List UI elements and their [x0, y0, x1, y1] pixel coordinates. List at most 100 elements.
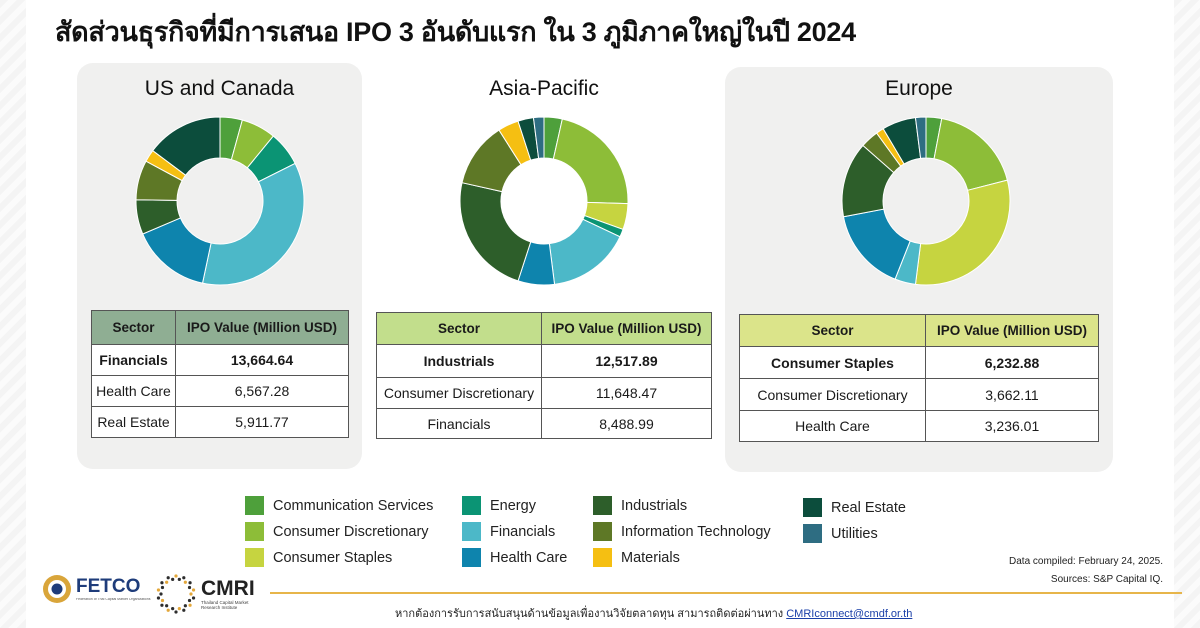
cmri-emblem-dot [189, 592, 193, 596]
donut-slice-industrials [459, 182, 532, 282]
legend-label: Energy [490, 497, 536, 514]
cmri-logo-text: CMRI [201, 577, 255, 600]
page-title: สัดส่วนธุรกิจที่มีการเสนอ IPO 3 อันดับแร… [55, 17, 856, 47]
legend-swatch [245, 522, 264, 541]
donut-slice-utilities [532, 116, 545, 159]
table-cell-value: 8,488.99 [541, 408, 712, 439]
donut-slice-consumer-staples [914, 179, 1011, 286]
legend-swatch [593, 548, 612, 567]
legend-label: Materials [621, 549, 680, 566]
cmri-emblem-dot [159, 592, 163, 596]
sources-note: Sources: S&P Capital IQ. [1050, 574, 1163, 585]
legend-swatch [245, 496, 264, 515]
table-cell-sector: Real Estate [91, 406, 176, 438]
table-cell-sector: Consumer Discretionary [739, 378, 926, 411]
table-row: Consumer Staples 6,232.88 [739, 346, 1099, 379]
table-cell-value: 6,232.88 [925, 346, 1099, 379]
sector-table-asia-pacific: Sector IPO Value (Million USD) Industrial… [376, 312, 712, 439]
cmri-emblem-dot [156, 588, 161, 592]
right-decorative-border [1174, 0, 1200, 628]
legend-swatch [593, 522, 612, 541]
chart-title-asia-pacific: Asia-Pacific [489, 77, 599, 100]
cmri-emblem-dot [160, 603, 164, 607]
cmri-emblem-dot [171, 577, 175, 581]
table-cell-value: 3,662.11 [925, 378, 1099, 411]
footer-contact: หากต้องการรับการสนับสนุนด้านข้อมูลเพื่อง… [395, 604, 912, 622]
table-cell-sector: Financials [91, 344, 176, 376]
legend-swatch [462, 522, 481, 541]
cmri-emblem-dot [160, 585, 165, 590]
table-header-sector: Sector [91, 310, 176, 345]
table-cell-value: 5,911.77 [175, 406, 349, 438]
donut-chart-asia-pacific [459, 116, 629, 286]
table-row: Real Estate 5,911.77 [91, 406, 349, 438]
table-cell-sector: Financials [376, 408, 542, 439]
table-row: Consumer Discretionary 3,662.11 [739, 378, 1099, 411]
cmri-emblem-dot [182, 608, 186, 612]
legend-item-health-care: Health Care [462, 548, 567, 567]
data-compiled-note: Data compiled: February 24, 2025. [1009, 556, 1163, 567]
sector-table-us-canada: Sector IPO Value (Million USD) Financials… [91, 310, 349, 438]
cmri-emblem-dot [187, 585, 192, 590]
legend-item-consumer-discretionary: Consumer Discretionary [245, 522, 429, 541]
table-cell-value: 12,517.89 [541, 344, 712, 378]
donut-slice-financials [201, 162, 305, 286]
legend-item-consumer-staples: Consumer Staples [245, 548, 392, 567]
table-cell-sector: Health Care [739, 410, 926, 442]
cmri-emblem-dot [174, 574, 178, 578]
legend-label: Real Estate [831, 499, 906, 516]
table-row: Financials 8,488.99 [376, 408, 712, 439]
donut-chart-us-canada [135, 116, 305, 286]
legend-swatch [462, 496, 481, 515]
cmri-emblem-dot [165, 604, 169, 608]
cmri-emblem-dot [188, 581, 192, 585]
cmri-emblem-dot [183, 580, 187, 584]
fetco-emblem-icon [43, 575, 71, 603]
cmri-emblem-dot [171, 607, 175, 611]
table-cell-value: 11,648.47 [541, 377, 712, 409]
donut-slice-consumer-discretionary [552, 118, 629, 205]
table-cell-sector: Health Care [91, 375, 176, 407]
legend-label: Industrials [621, 497, 688, 514]
cmri-emblem-dot [188, 603, 192, 607]
fetco-logo-tagline: Federation of Thai Capital Market Organi… [76, 597, 151, 601]
table-row: Industrials 12,517.89 [376, 344, 712, 378]
contact-email-link[interactable]: CMRIconnect@cmdf.or.th [786, 608, 913, 620]
cmri-emblem-dot [187, 598, 192, 603]
table-header-ipo-value: IPO Value (Million USD) [541, 312, 712, 345]
table-cell-sector: Consumer Discretionary [376, 377, 542, 409]
donut-slice-real-estate [152, 116, 221, 176]
legend-item-communication-services: Communication Services [245, 496, 433, 515]
donut-chart-europe [841, 116, 1011, 286]
table-header-sector: Sector [376, 312, 542, 345]
cmri-emblem-dot [160, 598, 165, 603]
table-cell-value: 6,567.28 [175, 375, 349, 407]
legend-item-real-estate: Real Estate [803, 498, 906, 517]
table-header-sector: Sector [739, 314, 926, 347]
legend-swatch [803, 524, 822, 543]
footer-divider [270, 592, 1182, 594]
table-header-ipo-value: IPO Value (Million USD) [925, 314, 1099, 347]
cmri-emblem-dot [191, 596, 196, 600]
legend-label: Utilities [831, 525, 878, 542]
cmri-emblem-icon [156, 574, 196, 614]
legend-label: Information Technology [621, 523, 771, 540]
left-decorative-border [0, 0, 26, 628]
cmri-emblem-dot [182, 576, 186, 580]
table-row: Health Care 6,567.28 [91, 375, 349, 407]
legend-item-financials: Financials [462, 522, 555, 541]
legend-label: Communication Services [273, 497, 434, 514]
chart-title-europe: Europe [885, 77, 953, 100]
cmri-emblem-dot [191, 588, 196, 592]
fetco-logo: FETCO Federation of Thai Capital Market … [42, 574, 160, 604]
table-row: Consumer Discretionary 11,648.47 [376, 377, 712, 409]
legend-item-energy: Energy [462, 496, 536, 515]
cmri-emblem-dot [174, 610, 178, 614]
cmri-emblem-dot [177, 577, 181, 581]
legend-item-materials: Materials [593, 548, 680, 567]
cmri-emblem-dot [166, 576, 170, 580]
footer-contact-text: หากต้องการรับการสนับสนุนด้านข้อมูลเพื่อง… [395, 608, 784, 620]
fetco-logo-text: FETCO [76, 575, 141, 597]
legend-item-information-technology: Information Technology [593, 522, 771, 541]
cmri-emblem-dot [160, 581, 164, 585]
